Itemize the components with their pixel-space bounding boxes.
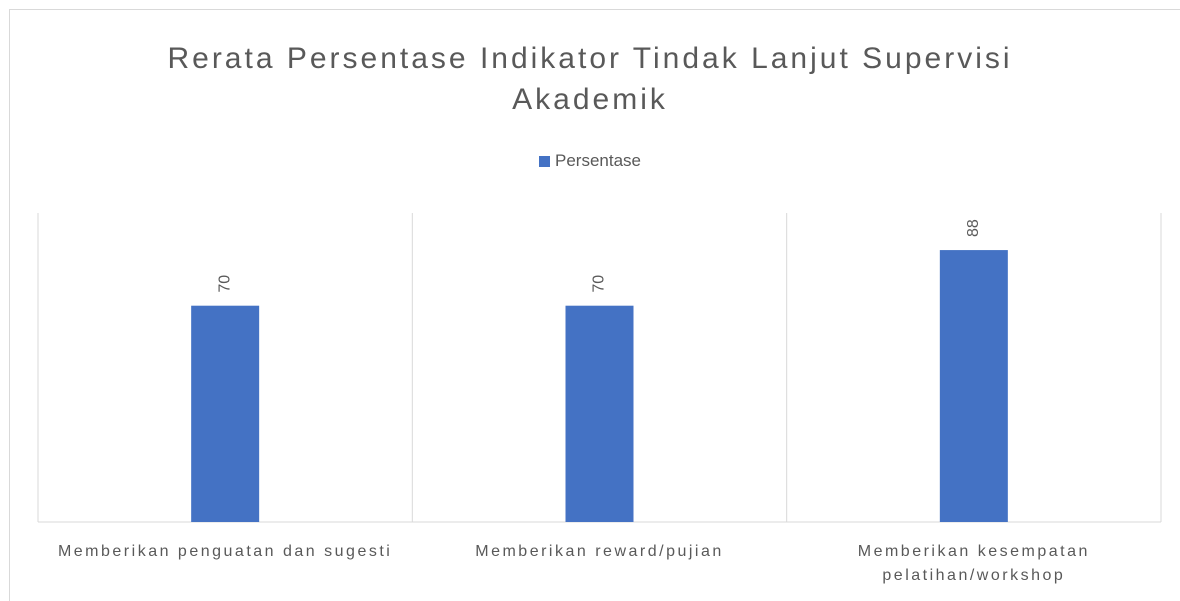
data-label: 88 (965, 219, 982, 237)
x-tick-label: Memberikan penguatan dan sugesti (57, 543, 393, 560)
data-label: 70 (216, 275, 233, 293)
x-tick-label: Memberikan kesempatan pelatihan/workshop (857, 543, 1090, 584)
data-label: 70 (591, 275, 608, 293)
legend: Persentase (0, 151, 1180, 171)
bar (191, 305, 260, 522)
x-tick-label: Memberikan reward/pujian (475, 543, 724, 560)
legend-swatch (539, 155, 550, 167)
bar (565, 305, 634, 522)
chart-title: Rerata Persentase Indikator Tindak Lanju… (167, 42, 1013, 116)
chart-frame (9, 9, 1180, 601)
legend-label: Persentase (555, 151, 641, 170)
bar (939, 250, 1008, 522)
